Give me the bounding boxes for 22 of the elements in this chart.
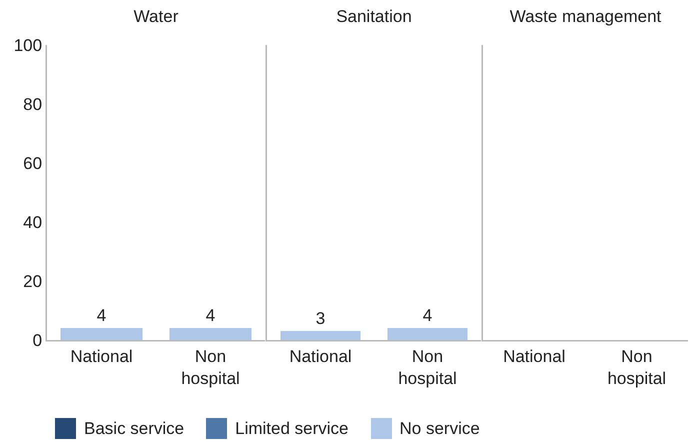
x-tick-label: Non hospital	[398, 346, 457, 388]
legend-label: Basic service	[84, 418, 184, 438]
chart-title: Waste management	[510, 7, 662, 26]
x-tick-label: National	[289, 346, 352, 366]
x-tick-label: Non hospital	[181, 346, 240, 388]
data-label: 4	[96, 306, 106, 326]
x-tick-label: National	[70, 346, 133, 366]
chart-title: Sanitation	[336, 7, 412, 26]
y-tick-label: 60	[23, 154, 42, 173]
x-tick-label: Non hospital	[607, 346, 666, 388]
y-tick-label: 100	[14, 36, 42, 55]
y-tick-label: 40	[23, 212, 42, 232]
data-label: 4	[206, 306, 216, 326]
data-label: 4	[422, 306, 432, 326]
y-tick-label: 0	[32, 330, 42, 350]
legend-label: No service	[400, 418, 480, 438]
chart-title: Water	[134, 7, 179, 26]
legend-label: Limited service	[235, 418, 349, 438]
y-tick-label: 20	[23, 272, 42, 291]
x-tick-label: National	[503, 346, 566, 366]
data-label: 3	[316, 309, 326, 328]
y-tick-label: 80	[23, 94, 42, 114]
